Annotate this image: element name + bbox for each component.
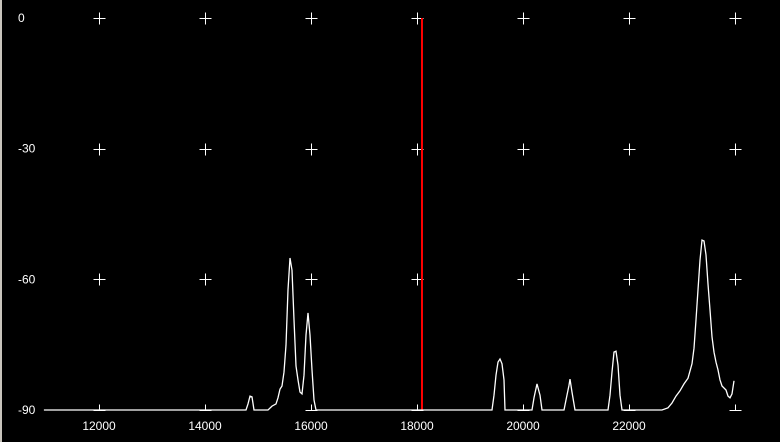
grid-cross xyxy=(199,12,212,25)
x-tick-label: 16000 xyxy=(294,419,328,433)
y-tick-labels: 0 -30 -60 -90 xyxy=(18,11,36,417)
grid-cross xyxy=(305,143,318,156)
y-tick-label: -30 xyxy=(18,142,36,156)
grid-cross xyxy=(623,273,636,286)
grid-cross xyxy=(729,404,742,411)
spectrum-trace xyxy=(43,239,735,411)
grid-cross xyxy=(729,143,742,156)
left-border xyxy=(0,0,2,442)
grid-cross xyxy=(93,12,106,25)
grid-cross xyxy=(199,143,212,156)
y-tick-label: -90 xyxy=(18,403,36,417)
x-tick-label: 12000 xyxy=(82,419,116,433)
x-tick-label: 14000 xyxy=(188,419,222,433)
x-tick-label: 22000 xyxy=(612,419,646,433)
grid-cross xyxy=(305,12,318,25)
grid-cross xyxy=(93,273,106,286)
x-tick-label: 18000 xyxy=(400,419,434,433)
grid-cross xyxy=(305,273,318,286)
grid-cross xyxy=(623,12,636,25)
grid-cross xyxy=(517,12,530,25)
grid-cross xyxy=(199,273,212,286)
y-tick-label: 0 xyxy=(18,11,25,25)
x-tick-label: 20000 xyxy=(506,419,540,433)
grid-cross xyxy=(517,143,530,156)
grid-cross xyxy=(729,12,742,25)
x-tick-labels: 12000 14000 16000 18000 20000 22000 xyxy=(82,419,646,433)
grid-cross xyxy=(517,273,530,286)
grid-cross xyxy=(623,143,636,156)
grid-cross xyxy=(93,143,106,156)
grid-cross xyxy=(729,273,742,286)
y-tick-label: -60 xyxy=(18,272,36,286)
